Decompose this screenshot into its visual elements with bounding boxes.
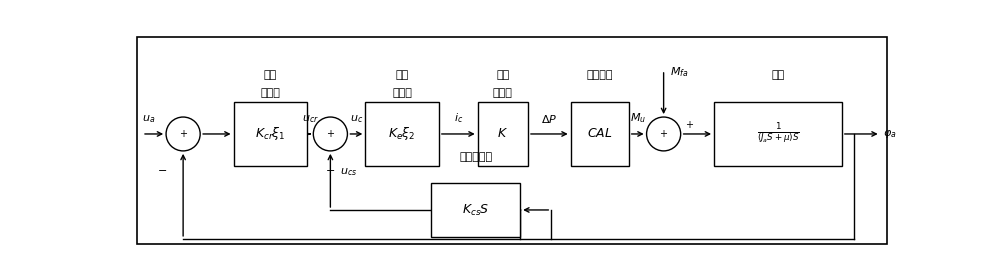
Text: $+$: $+$ (326, 128, 335, 140)
Text: 动力油缸: 动力油缸 (586, 70, 613, 80)
Text: $K_{cs}S$: $K_{cs}S$ (462, 202, 489, 217)
Ellipse shape (647, 117, 681, 151)
Text: $CAL$: $CAL$ (587, 128, 612, 140)
Text: $K_e\xi_2$: $K_e\xi_2$ (388, 125, 416, 142)
Text: 火炮: 火炮 (771, 70, 785, 80)
Text: $\frac{1}{(J_aS+\mu)S}$: $\frac{1}{(J_aS+\mu)S}$ (757, 122, 799, 146)
Text: 角度: 角度 (264, 70, 277, 80)
Text: $M_u$: $M_u$ (630, 111, 646, 125)
Text: $\Delta P$: $\Delta P$ (541, 113, 557, 125)
Text: $M_{fa}$: $M_{fa}$ (670, 66, 688, 80)
Text: 速度陀螺仪: 速度陀螺仪 (459, 152, 492, 162)
Text: $+$: $+$ (179, 128, 188, 140)
Text: $+$: $+$ (685, 119, 694, 130)
Bar (714, 102, 842, 166)
Text: 液压: 液压 (496, 70, 509, 80)
Ellipse shape (313, 117, 347, 151)
Ellipse shape (166, 117, 200, 151)
Text: $+$: $+$ (659, 128, 668, 140)
Text: $K$: $K$ (497, 128, 508, 140)
Text: $i_c$: $i_c$ (454, 111, 463, 125)
Bar (431, 183, 520, 237)
Text: $u_{cr}$: $u_{cr}$ (302, 114, 319, 125)
Text: $u_{cs}$: $u_{cs}$ (340, 166, 357, 178)
Text: 放大器: 放大器 (493, 88, 513, 98)
Bar (478, 102, 528, 166)
Text: $\varphi_a$: $\varphi_a$ (883, 128, 897, 140)
Text: 放大器: 放大器 (392, 88, 412, 98)
Text: 电子: 电子 (395, 70, 409, 80)
Text: 陀螺仪: 陀螺仪 (260, 88, 280, 98)
Text: $K_{cr}\xi_1$: $K_{cr}\xi_1$ (255, 125, 286, 142)
Bar (365, 102, 439, 166)
Text: $-$: $-$ (157, 164, 167, 174)
Text: $u_c$: $u_c$ (350, 114, 363, 125)
Text: $-$: $-$ (325, 164, 335, 174)
Text: $u_a$: $u_a$ (142, 114, 155, 125)
Bar (234, 102, 307, 166)
Bar (571, 102, 629, 166)
